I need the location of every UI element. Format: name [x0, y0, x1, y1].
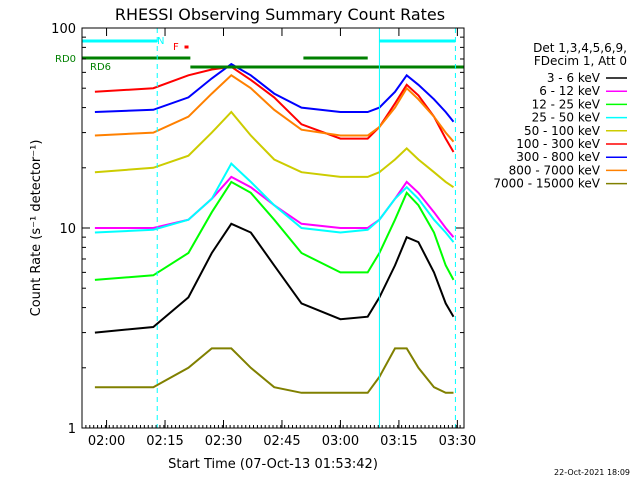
- series-7000-15000-kev-line: [94, 347, 454, 394]
- flag-label-n: N: [157, 36, 164, 47]
- legend-label-800-7000-kev: 800 - 7000 keV: [509, 163, 601, 177]
- legend-header-line-1: Det 1,3,4,5,6,9,: [533, 41, 627, 55]
- y-tick-label-2: 10: [59, 222, 76, 237]
- axis-layer: 02:00 02:15 02:30 02:45 03:00 03:15 03:30 1 10 10…: [51, 22, 476, 449]
- y-axis-label: Count Rate (s⁻¹ detector⁻¹): [29, 140, 44, 317]
- chart-title: RHESSI Observing Summary Count Rates: [115, 5, 445, 24]
- x-tick-label-2: 02:15: [146, 434, 183, 449]
- series-100-300-kev-line: [94, 65, 455, 153]
- series-25-50-kev-line: [94, 161, 455, 243]
- series-layer: [94, 62, 455, 394]
- legend-label-100-300-kev: 100 - 300 keV: [516, 137, 600, 151]
- x-axis-label: Start Time (07-Oct-13 01:53:42): [168, 457, 378, 472]
- x-tick-label-4: 02:45: [263, 434, 300, 449]
- series-300-800-kev-line: [94, 62, 455, 123]
- y-tick-label-3: 100: [51, 22, 76, 37]
- flag-label-rd0: RD0: [55, 54, 76, 65]
- legend-header-line-2: FDecim 1, Att 0: [534, 54, 627, 68]
- flag-label-f: F: [173, 42, 179, 53]
- x-tick-label-1: 02:00: [88, 434, 125, 449]
- x-tick-label-6: 03:15: [380, 434, 417, 449]
- y-tick-label-1: 1: [68, 422, 76, 437]
- legend-label-12-25-kev: 12 - 25 keV: [532, 97, 601, 111]
- series-3-6-kev-line: [94, 222, 455, 334]
- legend-label-300-800-kev: 300 - 800 keV: [516, 150, 600, 164]
- timestamp: 22-Oct-2021 18:09: [554, 468, 630, 477]
- legend-label-3-6-kev: 3 - 6 keV: [547, 71, 601, 85]
- legend-label-50-100-kev: 50 - 100 keV: [524, 124, 601, 138]
- series-50-100-kev-line: [94, 110, 455, 189]
- series-800-7000-kev-line: [94, 74, 455, 143]
- legend-label-7000-15000-kev: 7000 - 15000 keV: [493, 177, 600, 191]
- x-tick-label-7: 03:30: [439, 434, 476, 449]
- legend-label-6-12-kev: 6 - 12 keV: [539, 84, 601, 98]
- series-12-25-kev-line: [94, 180, 455, 281]
- x-tick-label-5: 03:00: [322, 434, 359, 449]
- flag-label-rd6: RD6: [90, 62, 111, 73]
- legend-label-25-50-kev: 25 - 50 keV: [532, 111, 601, 125]
- x-tick-label-3: 02:30: [205, 434, 242, 449]
